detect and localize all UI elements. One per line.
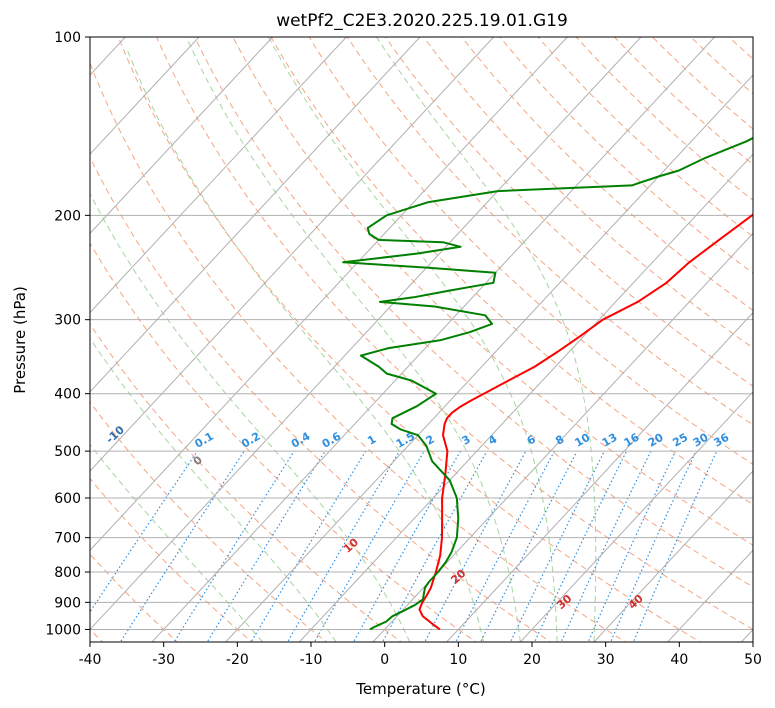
isotherm-line <box>298 153 753 642</box>
y-tick-label: 1000 <box>45 622 81 638</box>
dry-adiabat-line <box>384 37 753 387</box>
dry-adiabat-line <box>232 37 753 546</box>
x-axis: -40 -30 -20 -10 0 10 20 30 40 50 <box>79 642 762 668</box>
y-tick-label: 500 <box>54 444 81 460</box>
pressure-gridlines <box>90 37 753 630</box>
x-axis-title: Temperature (°C) <box>355 680 485 698</box>
dry-adiabat-line <box>346 37 753 426</box>
moist-adiabat-line <box>90 337 337 642</box>
dry-adiabat-line <box>308 37 753 465</box>
isotherm-line <box>90 37 421 393</box>
plot-area: -100-90-80-70-60-50-40-30-20-10010203040… <box>90 37 753 642</box>
plot-frame <box>89 36 754 643</box>
y-tick-label: 700 <box>54 531 81 547</box>
x-tick-label: -40 <box>79 652 102 668</box>
mixing-ratio-line <box>286 450 400 642</box>
y-tick-label: 800 <box>54 565 81 581</box>
x-tick-label: 10 <box>449 652 467 668</box>
y-axis: 100 200 300 400 500 600 700 800 900 1000 <box>45 30 90 638</box>
moist-adiabat-line <box>90 192 411 642</box>
mixing-ratio-line <box>424 450 527 642</box>
x-tick-label: 0 <box>380 652 389 668</box>
mixing-ratio-line <box>533 450 628 642</box>
y-tick-label: 600 <box>54 491 81 507</box>
isotherm-line <box>90 37 568 551</box>
mixing-ratio-line <box>173 450 295 642</box>
isotherm-line <box>90 37 642 631</box>
y-tick-label: 400 <box>54 387 81 403</box>
y-tick-label: 300 <box>54 313 81 329</box>
isotherm-line <box>593 470 753 642</box>
dry-adiabat-line <box>90 61 627 642</box>
isotherm-line <box>372 232 753 642</box>
mixing-ratio-line <box>206 450 326 642</box>
moist-adiabats <box>90 37 597 642</box>
moist-adiabat-line <box>126 49 484 642</box>
dewpoint-profile-line <box>342 136 753 631</box>
mixing-ratio-line <box>560 450 652 642</box>
mixing-ratio-line <box>119 450 245 642</box>
moist-adiabat-line <box>185 37 521 642</box>
isotherm-line <box>151 37 716 642</box>
dry-adiabat-line <box>194 37 753 588</box>
isotherm-line <box>90 37 495 472</box>
y-tick-label: 100 <box>54 30 81 46</box>
moist-adiabat-line <box>376 37 597 642</box>
x-tick-label: 30 <box>597 652 615 668</box>
x-tick-label: -20 <box>226 652 249 668</box>
x-tick-label: -30 <box>152 652 175 668</box>
x-tick-label: 20 <box>523 652 541 668</box>
temperature-profile-line <box>418 213 753 631</box>
x-tick-label: 40 <box>670 652 688 668</box>
isotherm-line <box>90 37 200 155</box>
dry-adiabat-line <box>270 37 753 505</box>
mixing-ratio-line <box>455 450 555 642</box>
y-tick-label: 900 <box>54 595 81 611</box>
isotherm-line <box>519 391 753 642</box>
x-tick-label: -10 <box>300 652 323 668</box>
isotherm-line <box>225 74 753 642</box>
x-tick-label: 50 <box>744 652 762 668</box>
y-tick-label: 200 <box>54 208 81 224</box>
chart-title: wetPf2_C2E3.2020.225.19.01.G19 <box>276 11 568 31</box>
isotherm-line <box>90 37 347 314</box>
profile-series <box>342 136 753 631</box>
moist-adiabat-line <box>268 37 558 642</box>
y-axis-title: Pressure (hPa) <box>11 286 29 394</box>
skewed-isotherms <box>90 37 753 642</box>
isotherm-line <box>446 311 753 642</box>
isotherm-line <box>90 37 274 235</box>
